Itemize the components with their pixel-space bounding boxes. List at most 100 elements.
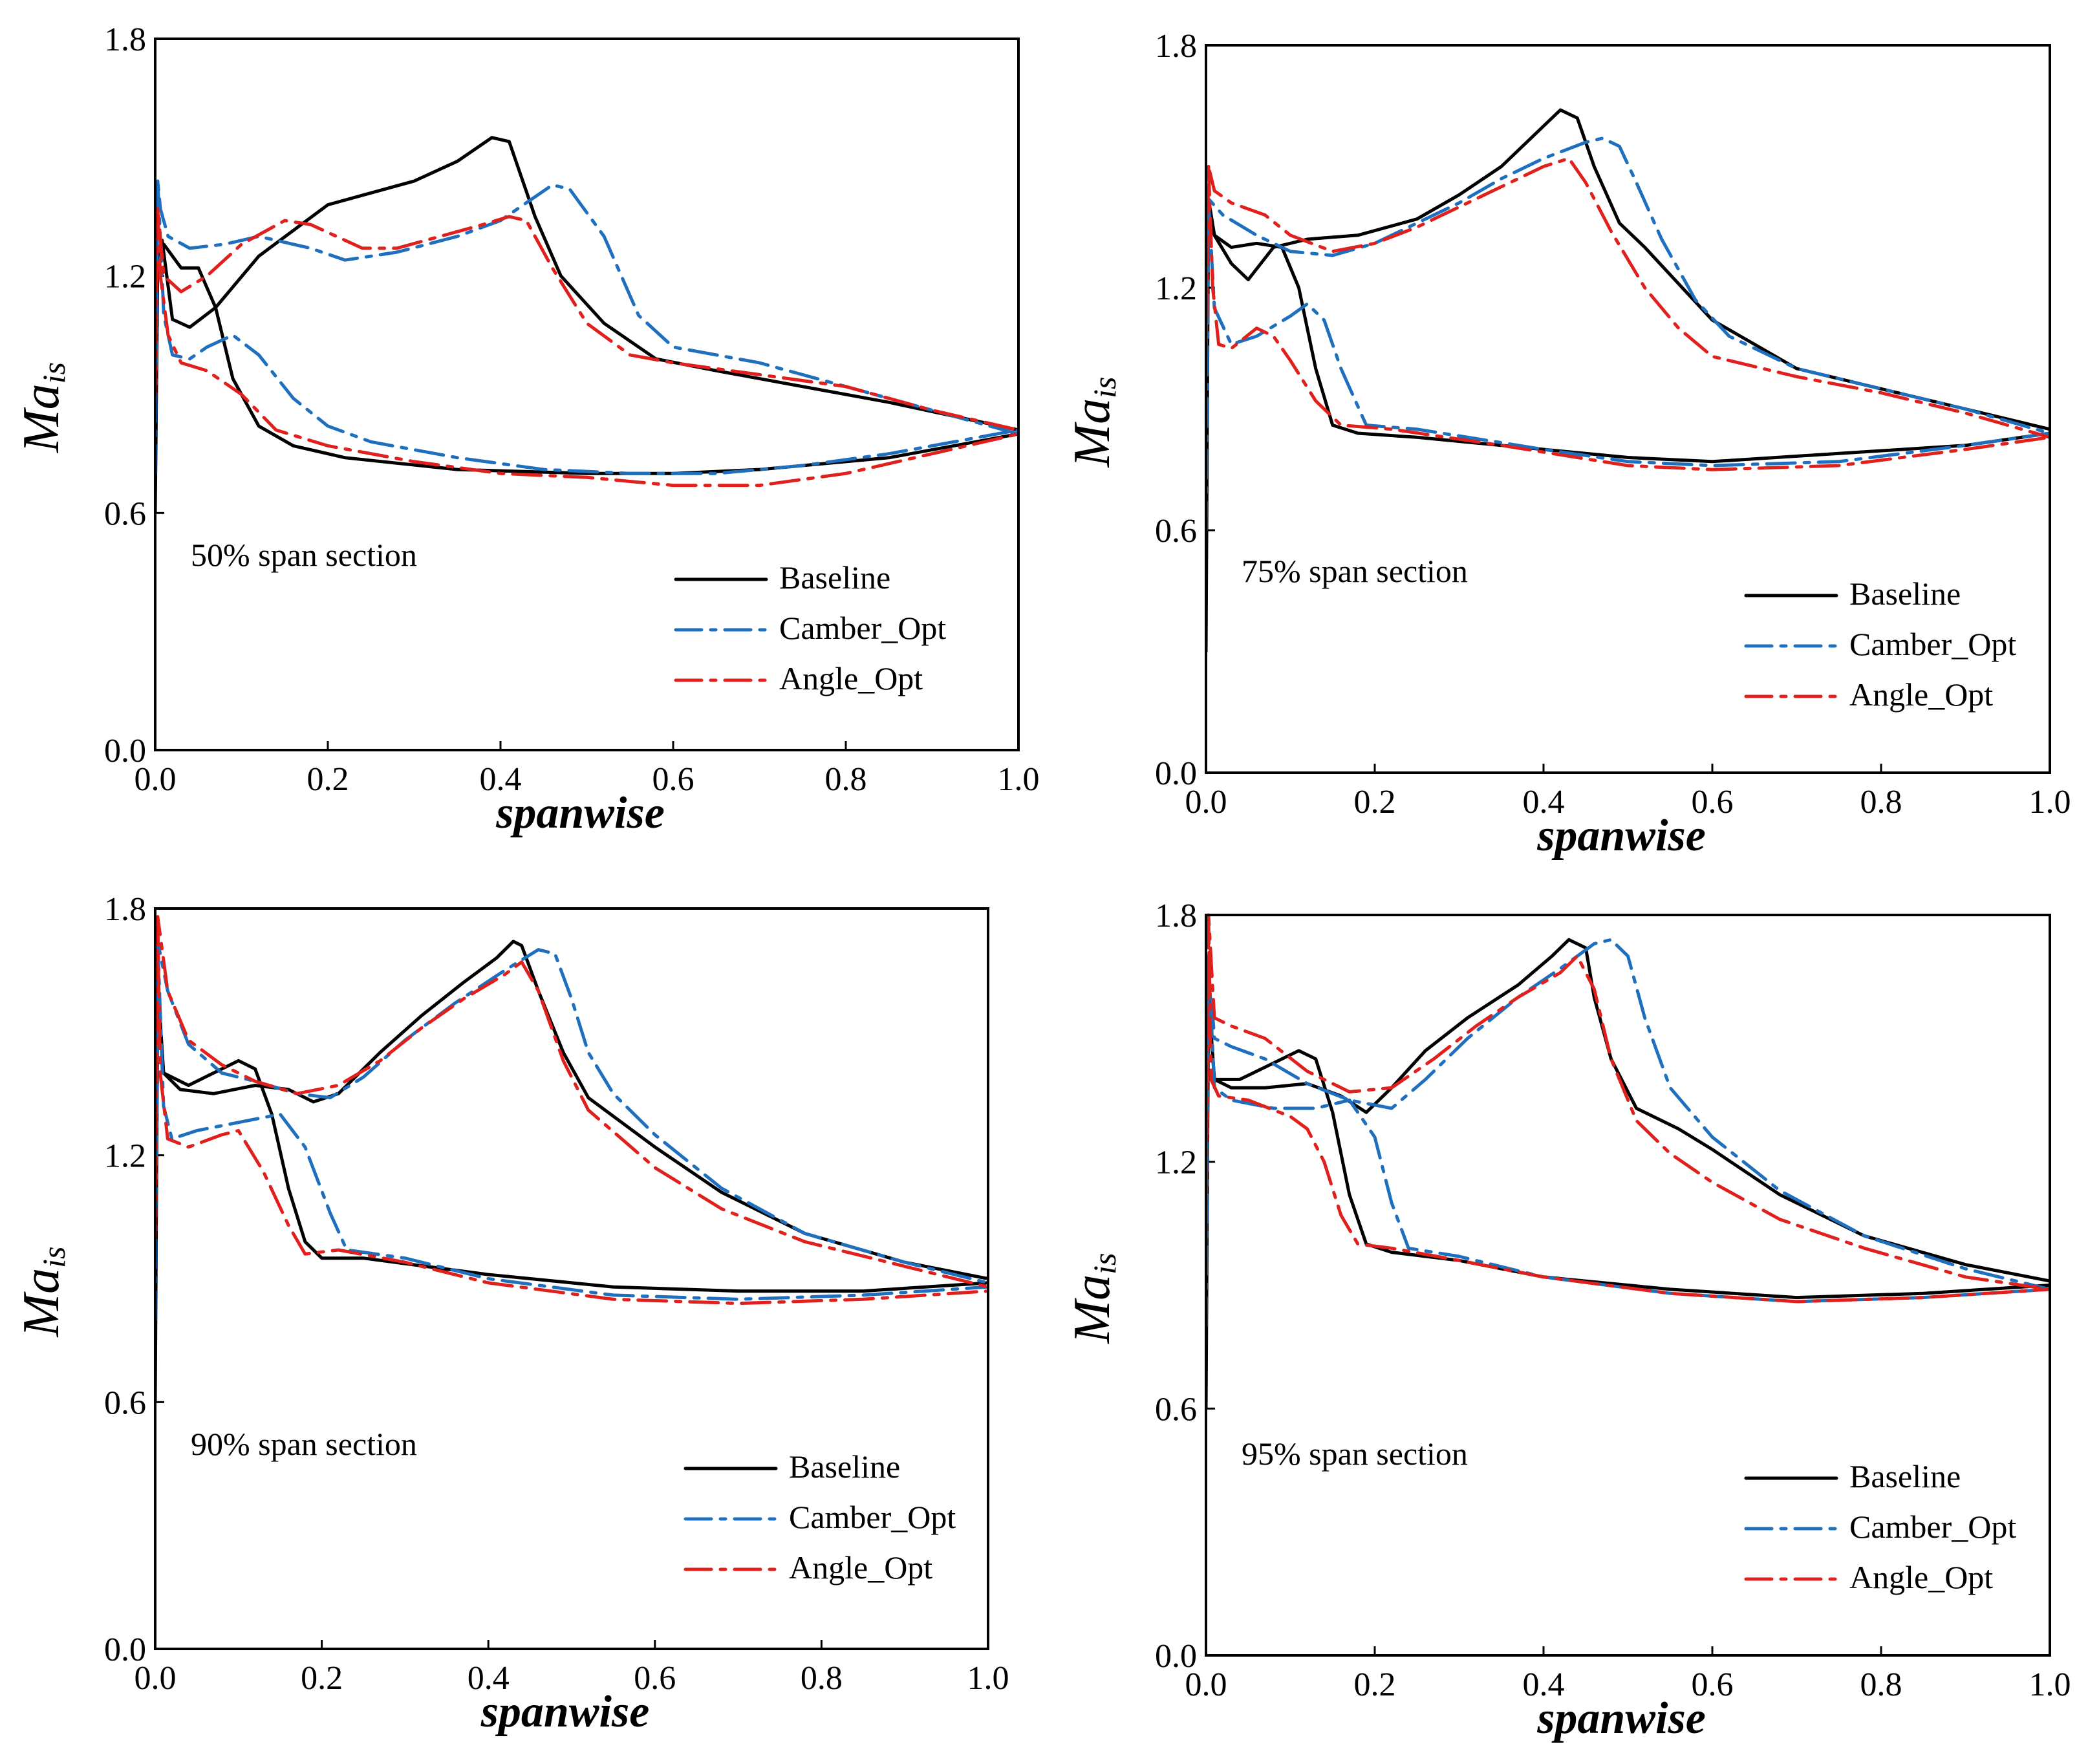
series-line-angle-opt-upper — [1206, 156, 2051, 439]
y-axis-title: Mais — [1064, 1253, 1123, 1344]
chart-panel-1: 0.0 0.2 0.4 0.6 0.8 1.0 0.0 0.6 1.2 1.8 spanwise Ma… — [13, 21, 1040, 838]
section-annotation: 75% span section — [1242, 553, 1468, 589]
series-line-camber-opt-lower — [1207, 197, 2051, 468]
x-tick-label: 1.0 — [2029, 784, 2071, 821]
series-line-angle-opt-upper — [155, 915, 989, 1289]
x-tick-label: 0.8 — [825, 761, 867, 798]
legend-label: Baseline — [1849, 1458, 1961, 1494]
x-tick-label: 0.0 — [1185, 784, 1227, 821]
y-tick-label: 1.2 — [104, 1138, 146, 1175]
series-line-baseline-upper — [155, 940, 989, 1404]
y-tick-label: 1.2 — [1155, 1145, 1197, 1181]
y-tick-label: 0.0 — [104, 1631, 146, 1668]
y-tick-label: 1.8 — [104, 891, 146, 928]
x-tick-label: 0.4 — [468, 1660, 510, 1697]
y-tick-label: 0.0 — [104, 733, 146, 769]
series-line-camber-opt-lower — [156, 940, 989, 1301]
x-tick-label: 0.6 — [1692, 1666, 1734, 1703]
x-tick-label: 0.0 — [135, 761, 177, 798]
x-axis-title: spanwise — [495, 788, 665, 838]
legend-label: Angle_Opt — [779, 660, 923, 696]
plot-frame — [154, 38, 1020, 751]
x-axis-title: spanwise — [1536, 1694, 1706, 1743]
legend: Baseline Camber_Opt Angle_Opt — [674, 559, 946, 696]
y-tick-label: 0.0 — [1155, 755, 1197, 792]
x-axis-title: spanwise — [1536, 811, 1706, 861]
x-tick-label: 0.2 — [301, 1660, 343, 1697]
x-tick-label: 0.4 — [1523, 784, 1565, 821]
y-axis-title-main: Ma — [1064, 398, 1121, 468]
y-tick-label: 0.0 — [1155, 1638, 1197, 1675]
series-line-baseline-upper — [1206, 938, 2051, 1410]
chart-panel-3: 0.0 0.2 0.4 0.6 0.8 1.0 0.0 0.6 1.2 1.8 spanwise Ma… — [13, 891, 1009, 1737]
legend-label: Angle_Opt — [1849, 676, 1993, 713]
series-lines — [1206, 913, 2051, 1410]
y-tick-label: 0.6 — [104, 495, 146, 532]
section-annotation: 50% span section — [191, 537, 417, 573]
series-line-camber-opt-upper — [1206, 938, 2051, 1328]
chart-panel-4: 0.0 0.2 0.4 0.6 0.8 1.0 0.0 0.6 1.2 1.8 spanwise Ma… — [1064, 898, 2071, 1743]
legend: Baseline Camber_Opt Angle_Opt — [1744, 1458, 2016, 1595]
x-axis-title: spanwise — [480, 1687, 650, 1737]
series-line-baseline-lower — [1207, 995, 2051, 1300]
y-axis-title-subscript: is — [1086, 377, 1123, 398]
y-tick-label: 1.8 — [104, 21, 146, 58]
plot-frame — [1205, 914, 2051, 1657]
legend-label: Baseline — [789, 1448, 900, 1485]
series-line-angle-opt-upper — [155, 207, 1020, 432]
section-annotation: 90% span section — [191, 1426, 417, 1462]
series-lines — [155, 136, 1020, 515]
series-lines — [155, 915, 989, 1404]
series-line-angle-opt-upper — [1206, 913, 2051, 1291]
x-tick-label: 1.0 — [998, 761, 1040, 798]
x-tick-label: 0.6 — [1692, 784, 1734, 821]
x-tick-label: 0.4 — [480, 761, 522, 798]
x-tick-label: 0.8 — [1860, 1666, 1902, 1703]
x-tick-label: 0.4 — [1523, 1666, 1565, 1703]
legend-label: Camber_Opt — [789, 1499, 956, 1535]
y-axis-title-subscript: is — [1086, 1253, 1123, 1275]
x-tick-label: 0.8 — [801, 1660, 843, 1697]
legend: Baseline Camber_Opt Angle_Opt — [1744, 575, 2016, 713]
plot-frame — [154, 907, 989, 1650]
series-line-angle-opt-lower — [1207, 913, 2051, 1304]
legend-label: Angle_Opt — [789, 1549, 932, 1586]
series-line-camber-opt-upper — [1206, 136, 2051, 532]
x-tick-label: 0.0 — [1185, 1666, 1227, 1703]
legend: Baseline Camber_Opt Angle_Opt — [684, 1448, 956, 1586]
series-line-camber-opt-upper — [155, 940, 989, 1322]
chart-panel-2: 0.0 0.2 0.4 0.6 0.8 1.0 0.0 0.6 1.2 1.8 spanwise Ma… — [1064, 28, 2071, 861]
series-line-baseline-lower — [1207, 197, 2051, 464]
x-tick-label: 0.6 — [634, 1660, 676, 1697]
y-axis-title-subscript: is — [36, 362, 72, 383]
series-line-baseline-lower — [156, 981, 989, 1293]
series-line-angle-opt-lower — [1207, 165, 2051, 471]
x-tick-label: 0.2 — [1354, 1666, 1396, 1703]
x-tick-label: 0.8 — [1860, 784, 1902, 821]
plot-frame — [1205, 44, 2051, 774]
legend-label: Camber_Opt — [779, 610, 946, 646]
y-tick-label: 1.8 — [1155, 28, 1197, 65]
series-line-angle-opt-lower — [156, 915, 989, 1306]
legend-label: Camber_Opt — [1849, 1509, 2016, 1545]
y-tick-label: 1.2 — [1155, 270, 1197, 307]
x-tick-label: 1.0 — [2029, 1666, 2071, 1703]
y-axis-title-main: Ma — [13, 1268, 70, 1338]
series-line-camber-opt-lower — [156, 179, 1020, 475]
legend-label: Baseline — [779, 559, 890, 596]
y-axis-title: Mais — [13, 1247, 72, 1338]
y-tick-label: 0.6 — [1155, 513, 1197, 550]
y-axis-title: Mais — [13, 362, 72, 453]
series-line-angle-opt-lower — [156, 207, 1020, 488]
y-axis-title-main: Ma — [1064, 1275, 1121, 1344]
x-tick-label: 0.0 — [135, 1660, 177, 1697]
y-tick-label: 0.6 — [1155, 1391, 1197, 1428]
x-tick-label: 0.2 — [307, 761, 349, 798]
x-tick-label: 0.6 — [652, 761, 694, 798]
series-line-camber-opt-upper — [155, 179, 1020, 475]
y-tick-label: 1.8 — [1155, 898, 1197, 934]
x-tick-label: 0.2 — [1354, 784, 1396, 821]
section-annotation: 95% span section — [1242, 1436, 1468, 1472]
